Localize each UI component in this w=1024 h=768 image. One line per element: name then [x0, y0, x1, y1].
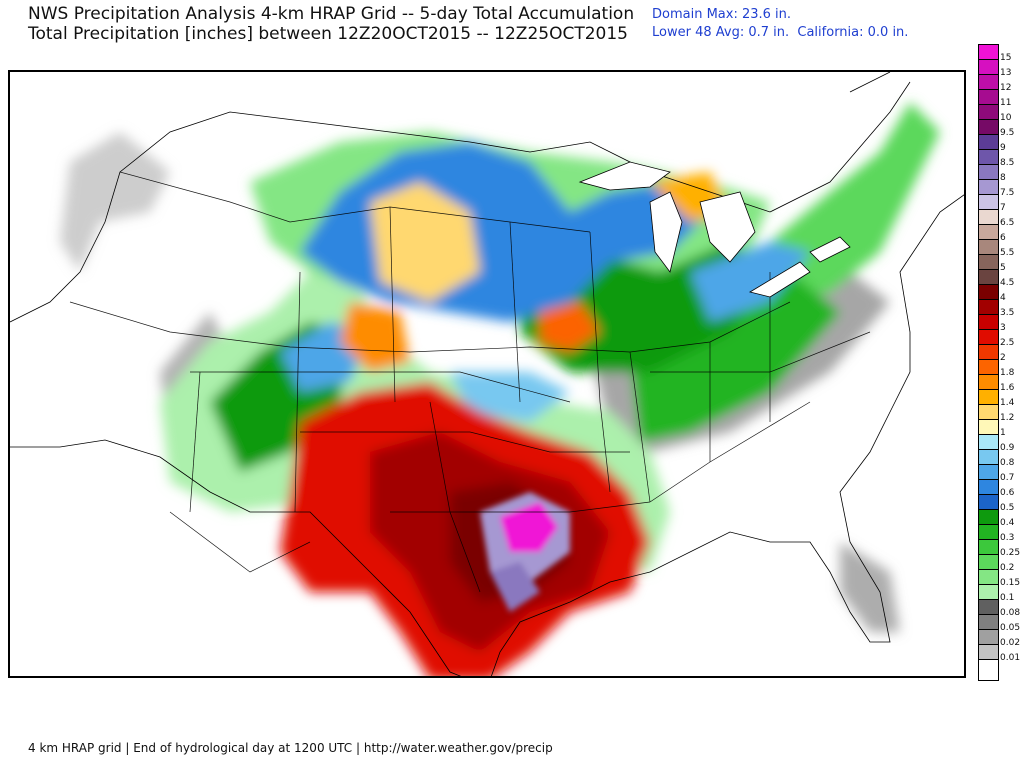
- legend-swatch: 0.9: [979, 435, 1014, 453]
- legend-label: 11: [1000, 98, 1012, 108]
- legend-label: 0.3: [1000, 533, 1015, 543]
- title-line-1: NWS Precipitation Analysis 4-km HRAP Gri…: [28, 4, 635, 24]
- legend-swatch: 15: [979, 45, 1011, 63]
- legend-swatch: 0.02: [979, 630, 1020, 648]
- legend-label: 13: [1000, 68, 1012, 78]
- legend-label: 5.5: [1000, 248, 1015, 258]
- precipitation-map: [8, 70, 966, 678]
- legend-swatch: 6: [979, 225, 1006, 243]
- legend-swatch: 13: [979, 60, 1011, 78]
- legend-swatch: 7.5: [979, 180, 1014, 198]
- legend-label: 3: [1000, 323, 1006, 333]
- legend-swatch: 3: [979, 315, 1006, 333]
- legend-swatch: 1.8: [979, 360, 1014, 378]
- averages-text: Lower 48 Avg: 0.7 in. California: 0.0 in…: [652, 25, 909, 40]
- legend-swatch: 5.5: [979, 240, 1014, 258]
- footer-text: 4 km HRAP grid | End of hydrological day…: [28, 741, 553, 755]
- legend-label: 0.9: [1000, 443, 1015, 453]
- precip-legend: 15 13 12 11 10 9.5 9 8.5 8 7.5 7 6.5 6 5.5 5 4.5 4 3.5 3 2.…: [978, 44, 1020, 681]
- legend-label: 0.8: [1000, 458, 1015, 468]
- legend-swatch: 5: [979, 255, 1006, 273]
- map-canvas: [10, 72, 964, 676]
- legend-swatch: 2: [979, 345, 1006, 363]
- legend-swatch: 7: [979, 195, 1006, 213]
- country-borders: [10, 72, 964, 676]
- legend-label: 0.6: [1000, 488, 1015, 498]
- legend-swatch: 0.8: [979, 450, 1014, 468]
- title-line-2: Total Precipitation [inches] between 12Z…: [28, 24, 628, 44]
- legend-swatch: 0.25: [979, 540, 1020, 558]
- legend-swatch: 0.01: [979, 645, 1020, 663]
- legend-swatch: 0.4: [979, 510, 1014, 528]
- legend-label: 4: [1000, 293, 1006, 303]
- legend-label: 0.7: [1000, 473, 1015, 483]
- legend-swatch: 11: [979, 90, 1011, 108]
- state-borders: [69, 171, 871, 593]
- legend-swatch: 4: [979, 285, 1006, 303]
- legend-swatch: 6.5: [979, 210, 1014, 228]
- legend-swatch: 0.3: [979, 525, 1014, 543]
- legend-label: 7.5: [1000, 188, 1015, 198]
- legend-swatch: 1.2: [979, 405, 1014, 423]
- legend-swatch: 12: [979, 75, 1011, 93]
- legend-label: 15: [1000, 53, 1012, 63]
- legend-swatch: 3.5: [979, 300, 1014, 318]
- legend-label: 2: [1000, 353, 1006, 363]
- legend-label: 1.4: [1000, 398, 1015, 408]
- legend-label: 0.4: [1000, 518, 1015, 528]
- legend-label: 0.1: [1000, 593, 1015, 603]
- legend-label: 0.5: [1000, 503, 1015, 513]
- legend-swatch: 1.6: [979, 375, 1014, 393]
- legend-label: 4.5: [1000, 278, 1015, 288]
- legend-swatch: [979, 660, 998, 680]
- legend-label: 2.5: [1000, 338, 1015, 348]
- legend-swatch: 0.15: [979, 570, 1020, 588]
- legend-label: 1: [1000, 428, 1006, 438]
- legend-label: 0.01: [1000, 653, 1021, 663]
- map-title: NWS Precipitation Analysis 4-km HRAP Gri…: [28, 4, 634, 44]
- legend-label: 9: [1000, 143, 1006, 153]
- legend-swatch: 2.5: [979, 330, 1014, 348]
- legend-swatch: 0.1: [979, 585, 1014, 603]
- legend-label: 9.5: [1000, 128, 1015, 138]
- legend-swatch: 0.08: [979, 600, 1020, 618]
- legend-label: 8: [1000, 173, 1006, 183]
- legend-swatch: 0.2: [979, 555, 1014, 573]
- heavy-rain-core: [480, 492, 570, 612]
- legend-swatch: 8.5: [979, 150, 1014, 168]
- legend-label: 10: [1000, 113, 1012, 123]
- legend-swatch: 0.05: [979, 615, 1020, 633]
- domain-max-text: Domain Max: 23.6 in.: [652, 7, 792, 22]
- legend-swatch: 0.6: [979, 480, 1014, 498]
- legend-swatch: 9: [979, 135, 1006, 153]
- legend-swatch: 1: [979, 420, 1006, 438]
- legend-label: 3.5: [1000, 308, 1015, 318]
- legend-label: 6.5: [1000, 218, 1015, 228]
- legend-label: 0.02: [1000, 638, 1021, 648]
- legend-swatch: 1.4: [979, 390, 1014, 408]
- legend-label: 1.2: [1000, 413, 1015, 423]
- legend-swatch: 10: [979, 105, 1011, 123]
- legend-label: 0.25: [1000, 548, 1021, 558]
- legend-label: 0.08: [1000, 608, 1021, 618]
- legend-label: 8.5: [1000, 158, 1015, 168]
- legend-swatch: 0.5: [979, 495, 1014, 513]
- legend-label: 7: [1000, 203, 1006, 213]
- legend-label: 1.8: [1000, 368, 1015, 378]
- legend-label: 1.6: [1000, 383, 1015, 393]
- legend-swatch: 0.7: [979, 465, 1014, 483]
- legend-label: 6: [1000, 233, 1006, 243]
- summary-stats: Domain Max: 23.6 in. Lower 48 Avg: 0.7 in…: [652, 6, 908, 42]
- great-lakes: [578, 161, 851, 298]
- legend-label: 0.2: [1000, 563, 1015, 573]
- legend-label: 0.05: [1000, 623, 1021, 633]
- legend-swatch: 4.5: [979, 270, 1014, 288]
- legend-swatch: 9.5: [979, 120, 1014, 138]
- legend-label: 5: [1000, 263, 1006, 273]
- legend-label: 0.15: [1000, 578, 1021, 588]
- legend-swatch: 8: [979, 165, 1006, 183]
- legend-label: 12: [1000, 83, 1012, 93]
